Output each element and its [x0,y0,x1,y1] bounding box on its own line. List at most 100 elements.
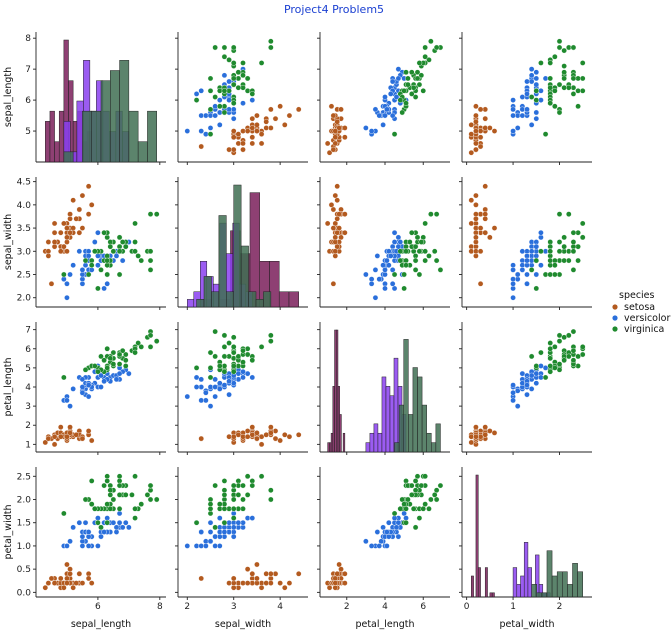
point-versicolor [240,374,246,381]
point-setosa [336,211,342,217]
point-versicolor [230,529,237,535]
x-tick-label: 6 [420,602,426,612]
point-virginica [410,505,417,512]
point-versicolor [79,389,86,396]
point-setosa [277,437,283,444]
point-virginica [433,257,440,264]
hist-bar-virginica [196,299,205,308]
point-virginica [122,363,129,369]
point-setosa [57,575,64,582]
point-setosa [473,103,479,110]
point-setosa [198,435,205,442]
point-virginica [556,366,563,373]
point-virginica [575,353,581,360]
point-virginica [230,60,237,66]
point-virginica [221,353,228,360]
point-setosa [277,580,283,586]
point-virginica [235,492,242,498]
point-setosa [473,146,479,153]
point-setosa [336,125,342,131]
point-virginica [116,234,123,241]
point-virginica [235,505,242,512]
point-setosa [51,239,58,245]
point-virginica [426,57,432,63]
x-tick-label: 4 [382,602,388,612]
point-setosa [57,248,64,255]
point-virginica [244,351,251,358]
point-versicolor [510,294,516,301]
point-virginica [579,344,586,350]
point-setosa [249,115,256,122]
point-setosa [51,229,58,236]
panel-petal_width-vs-sepal_length: 6 8 0.0 0.5 1.0 1.5 2.0 2.5 [17,467,166,612]
point-virginica [147,248,154,255]
point-versicolor [528,72,535,79]
point-versicolor [95,543,101,549]
point-virginica [561,234,567,241]
point-versicolor [207,519,214,526]
point-virginica [403,519,409,526]
point-setosa [482,206,489,213]
point-virginica [61,271,67,278]
hist-bar-virginica [218,215,227,308]
point-virginica [422,257,428,264]
point-versicolor [221,524,228,531]
hist-bar-virginica [551,575,558,598]
point-versicolor [395,66,402,72]
x-tick-label: 1 [510,602,516,612]
y-tick-label: 3.5 [17,224,31,234]
point-versicolor [198,529,205,535]
y-tick-label: 6 [25,345,31,355]
point-setosa [330,146,337,153]
point-setosa [338,234,344,241]
legend-marker-virginica [612,326,618,332]
point-setosa [230,146,237,153]
point-versicolor [380,262,386,269]
point-virginica [391,131,398,137]
hist-bar-virginica [255,299,264,308]
point-virginica [538,60,544,66]
hist-bar-versicolor [369,432,375,453]
point-virginica [207,131,214,137]
panel-sepal_width-vs-petal_length [317,177,450,310]
hist-bar-setosa [45,121,51,163]
point-versicolor [519,94,526,100]
hist-bar-setosa [337,386,340,453]
point-virginica [552,271,558,278]
point-virginica [107,239,114,245]
point-virginica [230,81,237,88]
point-virginica [533,88,540,94]
point-virginica [147,482,154,489]
point-setosa [324,140,331,147]
point-setosa [477,248,484,255]
point-virginica [132,473,138,480]
point-versicolor [203,112,209,119]
point-setosa [67,430,73,436]
point-versicolor [528,262,535,269]
point-versicolor [113,524,120,531]
point-versicolor [528,386,535,392]
point-virginica [129,492,135,498]
point-versicolor [230,519,237,526]
point-virginica [547,355,554,362]
panel-sepal_length-vs-sepal_length: 5 6 7 8 [25,32,166,165]
point-virginica [116,505,123,512]
point-setosa [258,441,265,448]
point-virginica [221,109,228,116]
point-versicolor [524,78,530,85]
point-setosa [64,433,70,440]
point-setosa [473,192,479,199]
point-setosa [249,125,256,131]
point-virginica [542,131,549,137]
point-virginica [240,60,246,66]
point-virginica [216,363,223,369]
point-setosa [473,220,479,227]
point-virginica [88,478,95,484]
point-virginica [249,357,256,364]
point-setosa [263,570,270,577]
point-versicolor [198,384,205,390]
point-setosa [332,584,339,591]
point-virginica [547,100,554,106]
point-virginica [552,344,558,350]
point-setosa [45,253,52,259]
